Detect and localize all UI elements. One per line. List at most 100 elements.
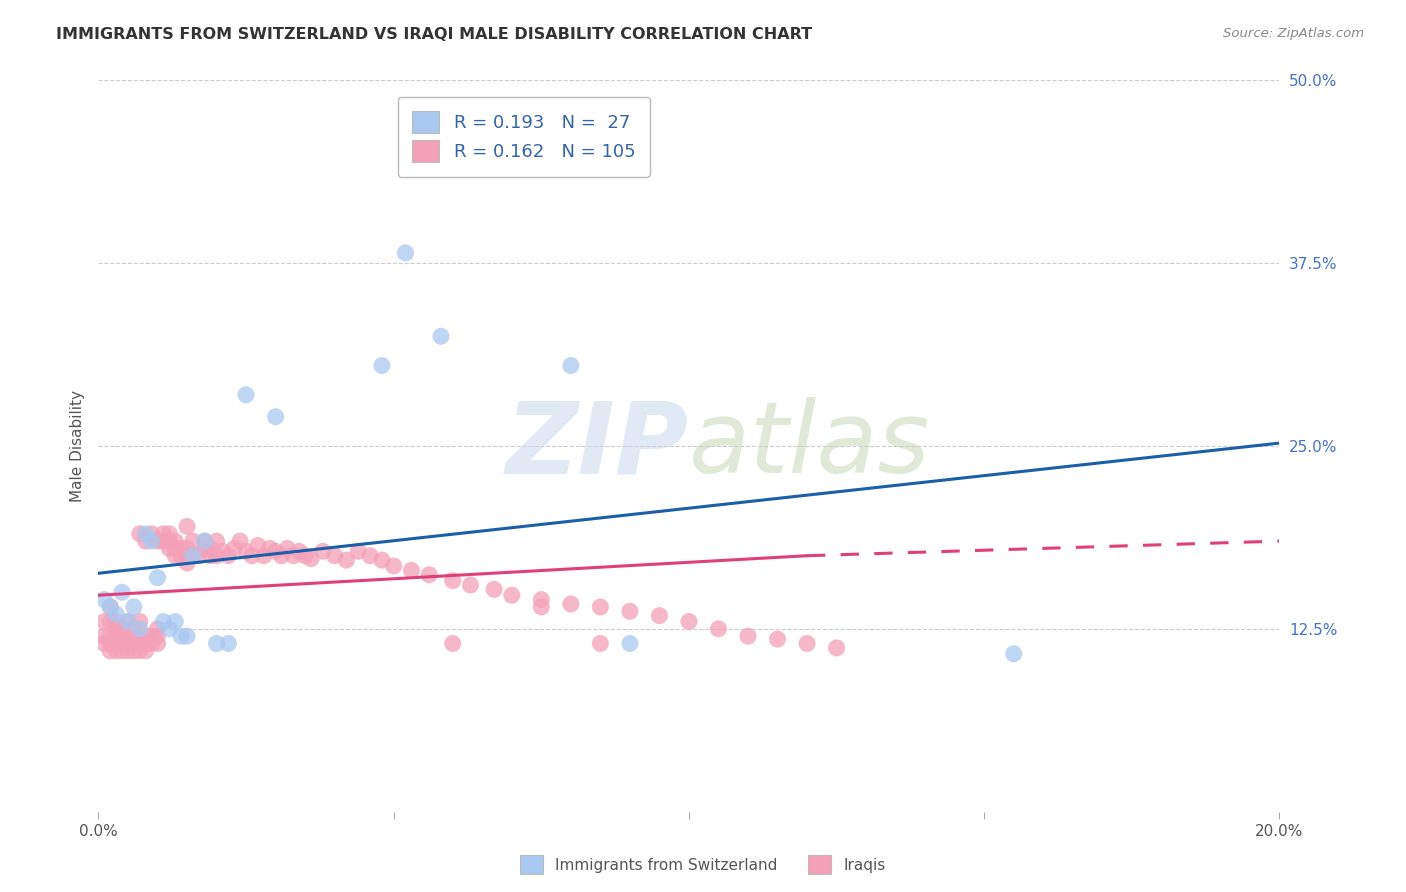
Point bbox=[165, 534, 187, 549]
Point bbox=[157, 541, 180, 556]
Text: Source: ZipAtlas.com: Source: ZipAtlas.com bbox=[1223, 27, 1364, 40]
Point bbox=[141, 629, 163, 643]
Point bbox=[181, 534, 204, 549]
Point bbox=[224, 541, 246, 556]
Point bbox=[235, 388, 257, 402]
Point bbox=[264, 409, 287, 424]
Point bbox=[181, 549, 204, 563]
Point bbox=[181, 549, 204, 563]
Point bbox=[111, 632, 134, 646]
Point bbox=[430, 329, 453, 343]
Point bbox=[205, 549, 228, 563]
Point bbox=[98, 615, 121, 629]
Point bbox=[441, 574, 464, 588]
Point bbox=[460, 578, 482, 592]
Point bbox=[382, 558, 405, 573]
Point bbox=[217, 636, 239, 650]
Point bbox=[165, 549, 187, 563]
Point bbox=[105, 644, 128, 658]
Point bbox=[229, 534, 252, 549]
Point bbox=[335, 553, 357, 567]
Point bbox=[482, 582, 505, 597]
Point bbox=[589, 599, 612, 614]
Point bbox=[165, 615, 187, 629]
Point bbox=[401, 563, 423, 577]
Point bbox=[176, 629, 198, 643]
Point bbox=[128, 526, 150, 541]
Point bbox=[176, 549, 198, 563]
Point bbox=[288, 544, 311, 558]
Point bbox=[93, 592, 115, 607]
Point bbox=[128, 615, 150, 629]
Point bbox=[128, 644, 150, 658]
Point bbox=[93, 629, 115, 643]
Point bbox=[211, 544, 233, 558]
Point bbox=[105, 607, 128, 622]
Point bbox=[176, 541, 198, 556]
Point bbox=[105, 636, 128, 650]
Point bbox=[312, 544, 335, 558]
Point bbox=[135, 636, 157, 650]
Point bbox=[205, 534, 228, 549]
Point bbox=[501, 588, 523, 602]
Point bbox=[394, 246, 416, 260]
Point bbox=[648, 608, 671, 623]
Point bbox=[135, 526, 157, 541]
Y-axis label: Male Disability: Male Disability bbox=[69, 390, 84, 502]
Point bbox=[152, 526, 174, 541]
Point bbox=[128, 622, 150, 636]
Point bbox=[170, 541, 193, 556]
Point bbox=[146, 534, 169, 549]
Point bbox=[98, 636, 121, 650]
Point bbox=[530, 599, 553, 614]
Point bbox=[157, 622, 180, 636]
Point bbox=[294, 549, 316, 563]
Legend: Immigrants from Switzerland, Iraqis: Immigrants from Switzerland, Iraqis bbox=[515, 849, 891, 880]
Point bbox=[152, 534, 174, 549]
Point bbox=[165, 541, 187, 556]
Point bbox=[200, 541, 222, 556]
Point bbox=[1002, 647, 1025, 661]
Point bbox=[323, 549, 346, 563]
Point bbox=[122, 644, 145, 658]
Point bbox=[93, 636, 115, 650]
Point bbox=[146, 571, 169, 585]
Point bbox=[560, 359, 582, 373]
Point bbox=[825, 640, 848, 655]
Point bbox=[276, 541, 298, 556]
Point bbox=[93, 615, 115, 629]
Point bbox=[283, 549, 305, 563]
Point bbox=[187, 549, 209, 563]
Point bbox=[122, 622, 145, 636]
Point bbox=[141, 534, 163, 549]
Point bbox=[176, 519, 198, 533]
Point bbox=[170, 629, 193, 643]
Point bbox=[194, 534, 217, 549]
Text: IMMIGRANTS FROM SWITZERLAND VS IRAQI MALE DISABILITY CORRELATION CHART: IMMIGRANTS FROM SWITZERLAND VS IRAQI MAL… bbox=[56, 27, 813, 42]
Point bbox=[122, 599, 145, 614]
Point bbox=[98, 629, 121, 643]
Point bbox=[152, 615, 174, 629]
Point bbox=[122, 636, 145, 650]
Point bbox=[98, 644, 121, 658]
Point bbox=[371, 553, 394, 567]
Point bbox=[205, 636, 228, 650]
Point bbox=[589, 636, 612, 650]
Point bbox=[117, 636, 139, 650]
Point bbox=[117, 615, 139, 629]
Point bbox=[146, 622, 169, 636]
Point bbox=[105, 629, 128, 643]
Point bbox=[796, 636, 818, 650]
Point bbox=[766, 632, 789, 646]
Point bbox=[194, 534, 217, 549]
Point bbox=[530, 592, 553, 607]
Point bbox=[270, 549, 292, 563]
Point bbox=[135, 644, 157, 658]
Point bbox=[246, 539, 269, 553]
Point bbox=[146, 629, 169, 643]
Point bbox=[105, 622, 128, 636]
Point bbox=[235, 544, 257, 558]
Point bbox=[299, 551, 322, 566]
Point bbox=[146, 636, 169, 650]
Point bbox=[707, 622, 730, 636]
